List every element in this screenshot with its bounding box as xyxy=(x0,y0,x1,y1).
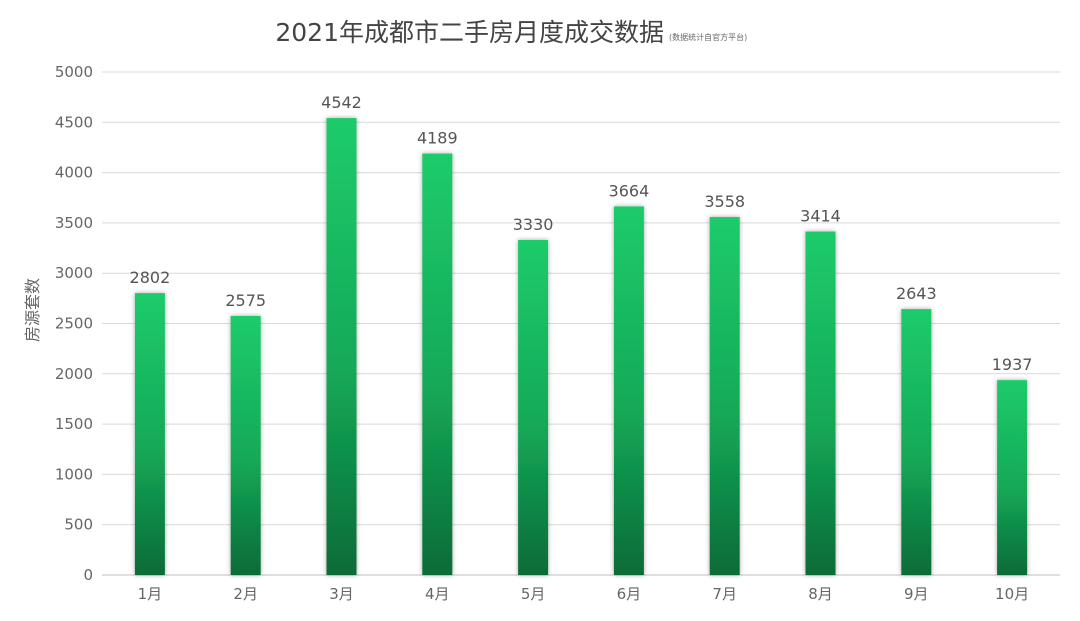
bar-9月 xyxy=(901,309,932,575)
bar-3月 xyxy=(326,118,357,575)
data-label: 3558 xyxy=(704,192,745,211)
y-tick-label: 3000 xyxy=(55,264,93,282)
x-tick-label: 3月 xyxy=(329,585,354,603)
bar-4月 xyxy=(422,153,453,575)
y-tick-label: 4000 xyxy=(55,164,93,182)
bar-10月 xyxy=(997,380,1028,575)
data-label: 2802 xyxy=(130,268,171,287)
y-tick-label: 500 xyxy=(64,516,93,534)
bar-7月 xyxy=(709,217,740,576)
x-tick-label: 6月 xyxy=(617,585,642,603)
data-labels: 2802 2575 4542 4189 3330 3664 3558 3414 2643 1937 xyxy=(130,93,1033,374)
bar-6月 xyxy=(613,206,644,575)
y-tick-label: 3500 xyxy=(55,214,93,232)
x-tick-label: 7月 xyxy=(712,585,737,603)
data-label: 1937 xyxy=(992,355,1033,374)
x-tick-label: 1月 xyxy=(138,585,163,603)
y-tick-label: 0 xyxy=(83,566,93,584)
y-tick-label: 1000 xyxy=(55,465,93,483)
gridlines xyxy=(102,71,1060,576)
bar-5月 xyxy=(518,240,549,575)
data-label: 3664 xyxy=(609,181,650,200)
x-axis-ticks: 1月 2月 3月 4月 5月 6月 7月 8月 9月 10月 xyxy=(138,585,1030,603)
y-tick-label: 5000 xyxy=(55,63,93,81)
y-tick-label: 2500 xyxy=(55,315,93,333)
data-label: 2643 xyxy=(896,284,937,303)
chart-subtitle: (数据统计自官方平台) xyxy=(669,32,747,42)
bar-2月 xyxy=(230,315,261,575)
data-label: 3330 xyxy=(513,215,554,234)
x-tick-label: 9月 xyxy=(904,585,929,603)
x-tick-label: 5月 xyxy=(521,585,546,603)
bars xyxy=(134,118,1028,576)
data-label: 2575 xyxy=(225,291,266,310)
x-tick-label: 8月 xyxy=(808,585,833,603)
bar-8月 xyxy=(805,231,836,575)
x-tick-label: 4月 xyxy=(425,585,450,603)
y-tick-label: 4500 xyxy=(55,113,93,131)
x-tick-label: 10月 xyxy=(995,585,1029,603)
chart-title: 2021年成都市二手房月度成交数据 xyxy=(275,18,664,47)
y-tick-label: 2000 xyxy=(55,365,93,383)
y-axis-title: 房源套数 xyxy=(23,278,42,342)
bar-1月 xyxy=(134,293,165,575)
y-tick-label: 1500 xyxy=(55,415,93,433)
data-label: 4189 xyxy=(417,129,458,148)
x-tick-label: 2月 xyxy=(233,585,258,603)
chart-title-group: 2021年成都市二手房月度成交数据 (数据统计自官方平台) xyxy=(275,18,747,47)
data-label: 3414 xyxy=(800,207,841,226)
data-label: 4542 xyxy=(321,93,362,112)
y-axis-ticks: 0 500 1000 1500 2000 2500 3000 3500 4000 4500 5000 xyxy=(55,63,93,584)
